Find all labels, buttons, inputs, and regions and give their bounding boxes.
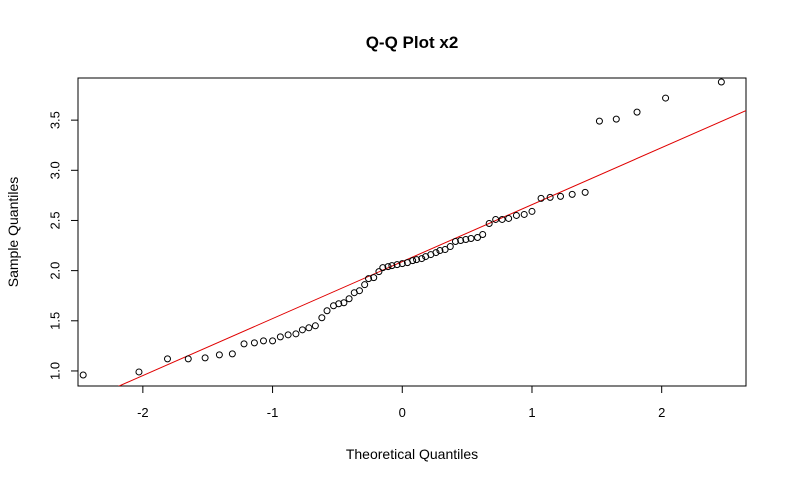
data-point [311, 322, 319, 330]
data-point [557, 192, 565, 200]
data-point [163, 355, 171, 363]
data-point [384, 263, 392, 271]
data-point [462, 236, 470, 244]
data-point [284, 331, 292, 339]
data-point [537, 194, 545, 202]
data-point [568, 190, 576, 198]
data-point [479, 231, 487, 239]
data-point [441, 246, 449, 254]
data-point [305, 324, 313, 332]
data-point [457, 237, 465, 245]
x-tick-label: 1 [528, 405, 535, 420]
data-point [393, 261, 401, 269]
data-point [595, 117, 603, 125]
chart-title: Q-Q Plot x2 [366, 33, 459, 52]
data-point [215, 351, 223, 359]
data-point [451, 238, 459, 246]
data-point [240, 340, 248, 348]
data-point [250, 339, 258, 347]
data-point [298, 326, 306, 334]
y-tick-label: 2.0 [47, 262, 62, 280]
data-point [633, 108, 641, 116]
data-point [276, 333, 284, 341]
data-point [361, 281, 369, 289]
data-point [79, 371, 87, 379]
data-point [612, 115, 620, 123]
data-point [512, 211, 520, 219]
data-point [474, 234, 482, 242]
data-point [528, 207, 536, 215]
x-tick-label: 0 [399, 405, 406, 420]
data-point [436, 247, 444, 255]
data-point [546, 193, 554, 201]
data-point [432, 249, 440, 257]
x-axis-label: Theoretical Quantiles [346, 446, 478, 462]
y-tick-label: 1.5 [47, 312, 62, 330]
data-point [340, 299, 348, 307]
data-point [446, 243, 454, 251]
data-point [355, 287, 363, 295]
data-point [365, 275, 373, 283]
y-tick-label: 3.0 [47, 161, 62, 179]
y-tick-label: 3.5 [47, 111, 62, 129]
data-point [323, 307, 331, 315]
data-point [269, 337, 277, 345]
data-point [505, 214, 513, 222]
data-point [398, 260, 406, 268]
data-point [485, 219, 493, 227]
data-point [467, 235, 475, 243]
data-point [135, 368, 143, 376]
data-point [228, 350, 236, 358]
x-axis: -2 -1 0 1 2 [137, 385, 665, 420]
data-point [259, 337, 267, 345]
data-point [318, 314, 326, 322]
data-point [717, 78, 725, 86]
data-point [413, 256, 421, 264]
data-point [375, 268, 383, 276]
plot-frame [77, 77, 747, 387]
data-point [409, 257, 417, 265]
data-point [184, 355, 192, 363]
data-point [418, 255, 426, 263]
data-point [662, 94, 670, 102]
x-tick-label: 2 [658, 405, 665, 420]
data-point [388, 262, 396, 270]
data-point [292, 330, 300, 338]
y-axis: 1.0 1.5 2.0 2.5 3.0 3.5 [47, 111, 79, 380]
data-point [379, 264, 387, 272]
points-layer [79, 78, 725, 379]
y-axis-label: Sample Quantiles [5, 177, 21, 288]
data-point [345, 295, 353, 303]
data-point [498, 215, 506, 223]
data-point [370, 274, 378, 282]
data-point [520, 210, 528, 218]
data-point [581, 188, 589, 196]
x-tick-label: -1 [267, 405, 279, 420]
data-point [335, 300, 343, 308]
data-point [201, 354, 209, 362]
y-tick-label: 1.0 [47, 362, 62, 380]
y-tick-label: 2.5 [47, 211, 62, 229]
x-tick-label: -2 [137, 405, 149, 420]
